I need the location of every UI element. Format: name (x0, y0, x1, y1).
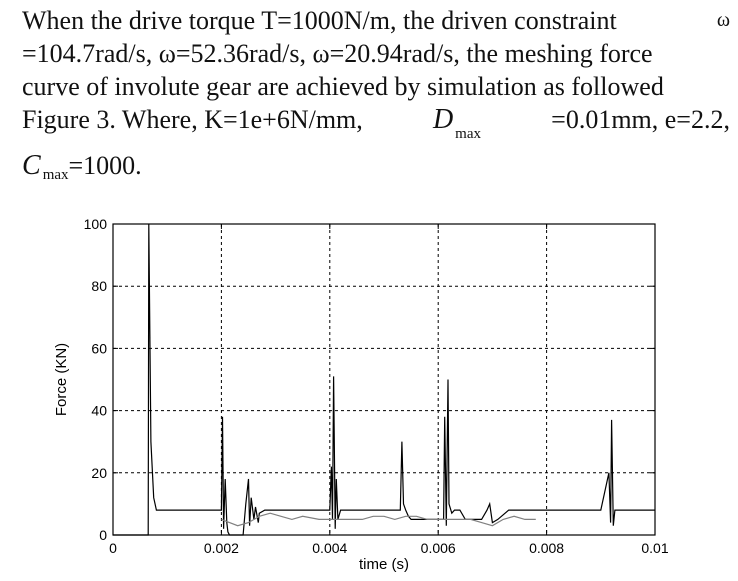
y-tick-label: 0 (99, 527, 107, 543)
line4-text-a: Figure 3. Where, K=1e+6N/mm, (22, 105, 363, 134)
x-tick-label: 0.01 (641, 540, 668, 556)
line5-text: =1000. (68, 151, 142, 180)
x-tick-label: 0.006 (421, 540, 456, 556)
y-tick-label: 40 (91, 403, 107, 419)
y-tick-label: 60 (91, 340, 107, 356)
x-tick-label: 0.002 (204, 540, 239, 556)
d-symbol: D (432, 104, 454, 135)
plot-frame (112, 223, 656, 536)
series-line-1 (113, 223, 655, 536)
paragraph-line-2: =104.7rad/s, ω=52.36rad/s, ω=20.94rad/s,… (22, 37, 730, 70)
chart-series (113, 223, 655, 536)
x-tick-label: 0.008 (529, 540, 564, 556)
y-tick-label: 80 (91, 278, 107, 294)
line1-text: When the drive torque T=1000N/m, the dri… (22, 6, 617, 35)
x-tick-label: 0.004 (312, 540, 347, 556)
force-chart-svg: 0 0.002 0.004 0.006 0.008 0.01 0 20 40 60 80 100 ti… (53, 216, 669, 573)
c-symbol: C (22, 150, 41, 181)
chart-ticks: 0 0.002 0.004 0.006 0.008 0.01 0 20 40 60 80 100 (84, 216, 669, 556)
line2-text: =104.7rad/s, ω=52.36rad/s, ω=20.94rad/s,… (22, 39, 653, 68)
omega-symbol: ω (716, 9, 730, 31)
y-axis-label: Force (KN) (53, 343, 70, 416)
chart-grid (113, 224, 655, 535)
x-axis-label: time (s) (359, 556, 409, 573)
line4-text-b: =0.01mm, e=2.2, (551, 105, 730, 134)
cmax-subscript: max (42, 167, 69, 183)
force-chart: 0 0.002 0.004 0.006 0.008 0.01 0 20 40 60 80 100 ti… (0, 205, 738, 576)
x-tick-label: 0 (109, 540, 117, 556)
dmax-subscript: max (455, 126, 481, 142)
line3-text: curve of involute gear are achieved by s… (22, 72, 664, 101)
paragraph-line-1: When the drive torque T=1000N/m, the dri… (22, 4, 730, 37)
y-tick-label: 100 (84, 216, 108, 232)
series-line-2 (221, 512, 536, 527)
paragraph: When the drive torque T=1000N/m, the dri… (22, 4, 730, 183)
y-tick-label: 20 (91, 465, 107, 481)
paragraph-line-3: curve of involute gear are achieved by s… (22, 70, 730, 103)
